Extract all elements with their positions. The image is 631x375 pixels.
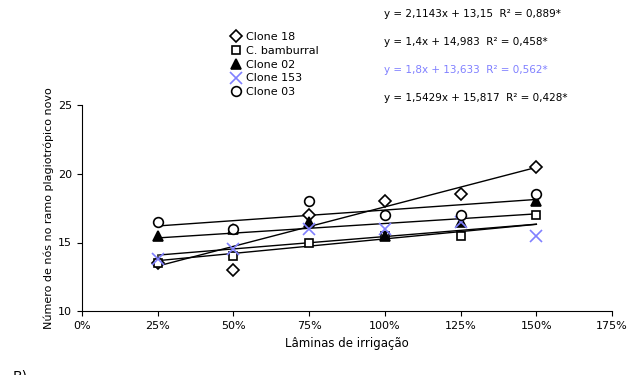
Text: B): B) [13, 369, 28, 375]
Text: y = 1,4x + 14,983  R² = 0,458*: y = 1,4x + 14,983 R² = 0,458* [384, 37, 548, 47]
X-axis label: Lâminas de irrigação: Lâminas de irrigação [285, 336, 409, 350]
Y-axis label: Número de nós no ramo plagiotrópico novo: Número de nós no ramo plagiotrópico novo [44, 87, 54, 329]
Legend: Clone 18, C. bamburral, Clone 02, Clone 153, Clone 03: Clone 18, C. bamburral, Clone 02, Clone … [231, 32, 319, 98]
Text: y = 1,8x + 13,633  R² = 0,562*: y = 1,8x + 13,633 R² = 0,562* [384, 65, 548, 75]
Text: y = 1,5429x + 15,817  R² = 0,428*: y = 1,5429x + 15,817 R² = 0,428* [384, 93, 568, 103]
Text: y = 2,1143x + 13,15  R² = 0,889*: y = 2,1143x + 13,15 R² = 0,889* [384, 9, 561, 20]
